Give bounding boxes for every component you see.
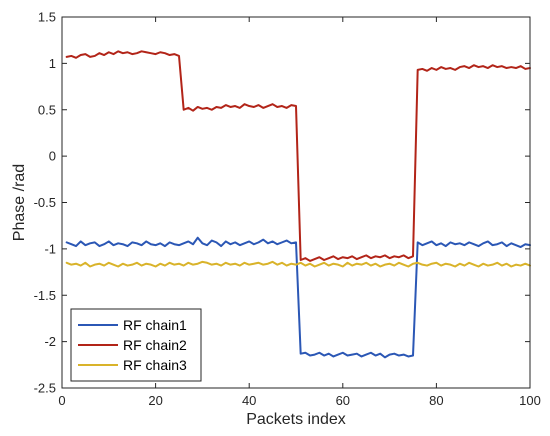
y-axis-label: Phase /rad xyxy=(11,164,28,241)
y-tick-label: -1 xyxy=(44,241,56,256)
x-tick-label: 60 xyxy=(336,393,350,408)
legend-label-chain3: RF chain3 xyxy=(123,357,187,373)
y-tick-label: -1.5 xyxy=(34,288,56,303)
x-tick-label: 0 xyxy=(58,393,65,408)
series-line-chain2 xyxy=(65,50,531,262)
legend-label-chain2: RF chain2 xyxy=(123,337,187,353)
series-layer xyxy=(65,50,531,359)
x-axis-label: Packets index xyxy=(246,411,346,428)
series-line-chain3 xyxy=(65,260,531,268)
x-tick-label: 80 xyxy=(429,393,443,408)
x-tick-label: 100 xyxy=(519,393,541,408)
y-tick-label: -2.5 xyxy=(34,381,56,396)
series-line-chain1 xyxy=(65,236,531,359)
legend-label-chain1: RF chain1 xyxy=(123,317,187,333)
x-tick-label: 40 xyxy=(242,393,256,408)
legend: RF chain1 RF chain2 RF chain3 xyxy=(70,308,202,382)
y-tick-label: -2 xyxy=(44,334,56,349)
y-tick-label: 0 xyxy=(49,149,56,164)
y-tick-label: 0.5 xyxy=(38,102,56,117)
x-tick-label: 20 xyxy=(148,393,162,408)
y-tick-label: 1 xyxy=(49,56,56,71)
ticks-layer: 0 20 40 60 80 100 -2.5 -2 -1.5 -1 -0.5 0 0.5 1 1.5 xyxy=(34,10,541,409)
y-tick-label: 1.5 xyxy=(38,10,56,25)
y-tick-label: -0.5 xyxy=(34,195,56,210)
